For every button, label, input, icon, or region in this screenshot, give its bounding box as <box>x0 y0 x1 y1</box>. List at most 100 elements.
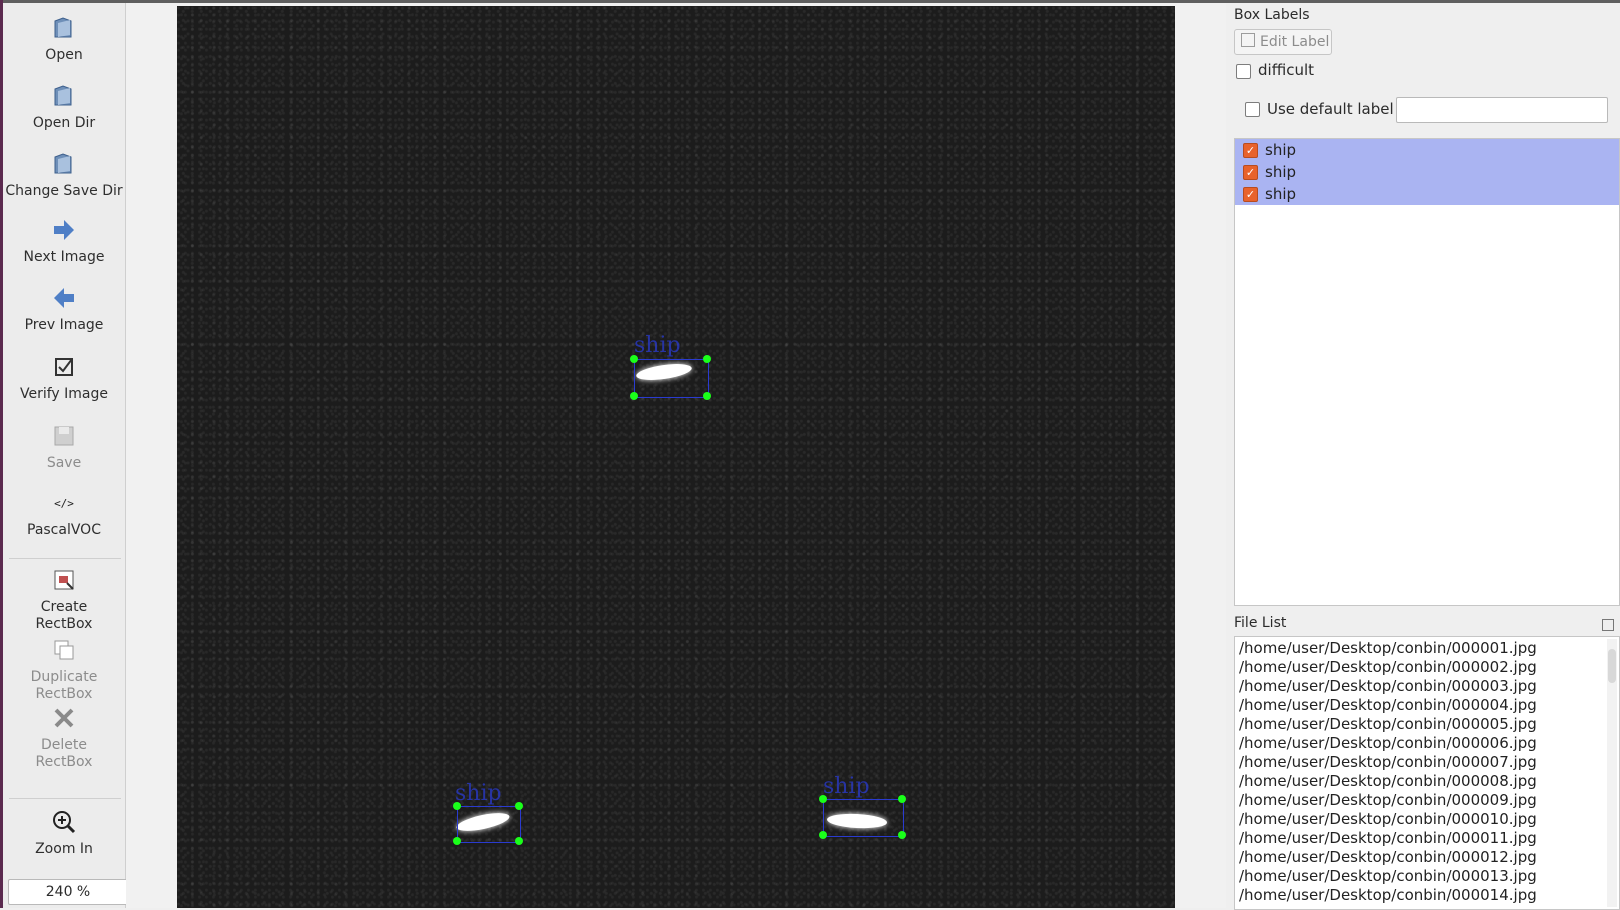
scrollbar-thumb[interactable] <box>1608 649 1616 683</box>
file-list-item[interactable]: /home/user/Desktop/conbin/000002.jpg <box>1239 658 1537 676</box>
create-rectbox-label-1: Create <box>40 599 88 615</box>
verify-image-button[interactable]: Verify Image <box>3 354 125 403</box>
zoom-in-button[interactable]: Zoom In <box>3 809 125 858</box>
file-list-item[interactable]: /home/user/Desktop/conbin/000005.jpg <box>1239 715 1537 733</box>
create-rectbox-button[interactable]: Create RectBox <box>3 567 125 633</box>
box-handle[interactable] <box>898 795 906 803</box>
sar-image[interactable]: ship ship ship <box>177 6 1175 908</box>
label-list-item[interactable]: ✓ ship <box>1235 139 1619 161</box>
annotation-box[interactable] <box>457 806 521 843</box>
open-button[interactable]: Open <box>3 15 125 64</box>
file-list-title: File List <box>1234 615 1287 631</box>
zoom-value-field[interactable]: 240 % <box>8 879 128 905</box>
save-icon <box>54 426 74 446</box>
open-dir-label: Open Dir <box>32 115 96 131</box>
annotation-label: ship <box>823 774 870 799</box>
use-default-label-text: Use default label <box>1267 100 1394 118</box>
change-save-dir-button[interactable]: Change Save Dir <box>3 151 125 200</box>
annotation-box[interactable] <box>823 799 904 837</box>
file-list-item[interactable]: /home/user/Desktop/conbin/000004.jpg <box>1239 696 1537 714</box>
edit-label-text: Edit Label <box>1260 34 1330 50</box>
edit-label-button[interactable]: Edit Label <box>1234 29 1332 55</box>
file-list-item[interactable]: /home/user/Desktop/conbin/000010.jpg <box>1239 810 1537 828</box>
annotation-box[interactable] <box>634 359 709 398</box>
box-handle[interactable] <box>898 831 906 839</box>
arrow-left-icon <box>54 288 74 308</box>
canvas-area: ship ship ship <box>126 3 1226 908</box>
duplicate-rectbox-label-1: Duplicate <box>30 669 98 685</box>
folder-open-icon <box>54 153 72 174</box>
right-panel: Box Labels Edit Label difficult Use defa… <box>1228 3 1620 910</box>
annotation-label: ship <box>455 781 502 806</box>
pascalvoc-button[interactable]: </> PascalVOC <box>3 490 125 539</box>
undock-icon[interactable] <box>1602 619 1614 631</box>
create-rectbox-icon <box>54 570 74 590</box>
box-handle[interactable] <box>515 802 523 810</box>
duplicate-icon <box>54 640 74 660</box>
box-handle[interactable] <box>453 837 461 845</box>
box-handle[interactable] <box>515 837 523 845</box>
file-list[interactable]: /home/user/Desktop/conbin/000001.jpg /ho… <box>1234 636 1620 910</box>
duplicate-rectbox-button[interactable]: Duplicate RectBox <box>3 637 125 703</box>
prev-image-label: Prev Image <box>24 317 104 333</box>
code-icon: </> <box>54 497 74 510</box>
box-handle[interactable] <box>819 795 827 803</box>
create-rectbox-label-2: RectBox <box>35 616 93 632</box>
file-list-item[interactable]: /home/user/Desktop/conbin/000014.jpg <box>1239 886 1537 904</box>
default-label-input[interactable] <box>1396 97 1608 123</box>
box-handle[interactable] <box>703 355 711 363</box>
delete-rectbox-label-2: RectBox <box>35 754 93 770</box>
checked-checkbox-icon[interactable]: ✓ <box>1243 187 1258 202</box>
edit-icon <box>1241 33 1255 47</box>
file-list-item[interactable]: /home/user/Desktop/conbin/000007.jpg <box>1239 753 1537 771</box>
delete-rectbox-label-1: Delete <box>41 737 87 753</box>
file-list-item[interactable]: /home/user/Desktop/conbin/000009.jpg <box>1239 791 1537 809</box>
save-label: Save <box>46 455 82 471</box>
pascalvoc-label: PascalVOC <box>27 522 101 538</box>
next-image-label: Next Image <box>23 249 105 265</box>
toolbar: Open Open Dir Change Save Dir Next Image… <box>3 3 128 908</box>
next-image-button[interactable]: Next Image <box>3 217 125 266</box>
use-default-label-checkbox[interactable] <box>1245 102 1260 117</box>
folder-open-icon <box>54 17 72 38</box>
checked-checkbox-icon[interactable]: ✓ <box>1243 143 1258 158</box>
label-list[interactable]: ✓ ship ✓ ship ✓ ship <box>1234 138 1620 606</box>
box-handle[interactable] <box>630 355 638 363</box>
box-handle[interactable] <box>453 802 461 810</box>
box-handle[interactable] <box>630 392 638 400</box>
open-dir-button[interactable]: Open Dir <box>3 83 125 132</box>
file-list-item[interactable]: /home/user/Desktop/conbin/000008.jpg <box>1239 772 1537 790</box>
file-list-item[interactable]: /home/user/Desktop/conbin/000001.jpg <box>1239 639 1537 657</box>
box-labels-title: Box Labels <box>1234 7 1310 23</box>
verify-image-label: Verify Image <box>19 386 108 402</box>
difficult-checkbox[interactable] <box>1236 64 1251 79</box>
zoom-in-label: Zoom In <box>35 841 93 857</box>
label-item-text: ship <box>1265 185 1297 203</box>
checked-checkbox-icon[interactable]: ✓ <box>1243 165 1258 180</box>
file-list-item[interactable]: /home/user/Desktop/conbin/000013.jpg <box>1239 867 1537 885</box>
file-list-item[interactable]: /home/user/Desktop/conbin/000011.jpg <box>1239 829 1537 847</box>
open-label: Open <box>45 47 83 63</box>
checkbox-icon <box>55 358 73 376</box>
delete-rectbox-button[interactable]: Delete RectBox <box>3 705 125 771</box>
prev-image-button[interactable]: Prev Image <box>3 285 125 334</box>
toolbar-separator <box>9 558 121 559</box>
arrow-right-icon <box>54 220 74 240</box>
file-list-item[interactable]: /home/user/Desktop/conbin/000003.jpg <box>1239 677 1537 695</box>
toolbar-separator <box>9 798 121 799</box>
file-list-scrollbar[interactable] <box>1607 639 1617 907</box>
delete-icon <box>54 708 74 728</box>
label-list-item[interactable]: ✓ ship <box>1235 183 1619 205</box>
file-list-item[interactable]: /home/user/Desktop/conbin/000006.jpg <box>1239 734 1537 752</box>
save-button[interactable]: Save <box>3 423 125 472</box>
file-list-item[interactable]: /home/user/Desktop/conbin/000012.jpg <box>1239 848 1537 866</box>
window-top-border <box>0 0 1620 3</box>
zoom-in-icon <box>53 811 76 834</box>
label-item-text: ship <box>1265 141 1297 159</box>
svg-text:</>: </> <box>54 497 74 510</box>
window-left-border <box>0 0 3 908</box>
label-list-item[interactable]: ✓ ship <box>1235 161 1619 183</box>
box-handle[interactable] <box>703 392 711 400</box>
box-handle[interactable] <box>819 831 827 839</box>
annotation-label: ship <box>634 333 681 358</box>
